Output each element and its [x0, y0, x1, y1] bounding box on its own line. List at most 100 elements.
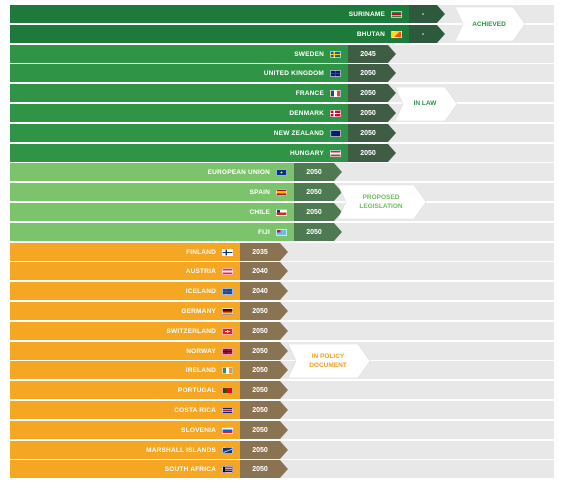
arrow-tip-icon — [280, 460, 288, 478]
target-year: 2050 — [348, 104, 388, 122]
germany-flag-icon — [222, 307, 233, 315]
target-year: 2050 — [348, 84, 388, 102]
country-name: SURINAME — [348, 10, 385, 18]
target-year: 2050 — [240, 401, 280, 419]
country-name: BHUTAN — [356, 30, 385, 38]
iceland-flag-icon — [222, 287, 233, 295]
nz-flag-icon — [330, 129, 341, 137]
arrow-tip-icon — [388, 45, 396, 63]
arrow-tip-icon — [334, 183, 342, 201]
arrow-tip-icon — [280, 441, 288, 459]
arrow-tip-icon — [280, 342, 288, 360]
portugal-flag-icon — [222, 386, 233, 394]
ireland-flag-icon — [222, 366, 233, 374]
arrow-tip-icon — [334, 223, 342, 241]
arrow-tip-icon — [280, 361, 288, 379]
country-bar: SLOVENIA — [10, 421, 240, 439]
arrow-tip-icon — [334, 203, 342, 221]
country-name: FINLAND — [186, 248, 216, 256]
country-bar: DENMARK — [10, 104, 348, 122]
country-name: MARSHALL ISLANDS — [146, 446, 216, 454]
arrow-tip-icon — [388, 104, 396, 122]
target-year: 2050 — [240, 441, 280, 459]
country-name: PORTUGAL — [177, 386, 216, 394]
country-name: COSTA RICA — [174, 406, 216, 414]
arrow-tip-icon — [388, 84, 396, 102]
country-bar: EUROPEAN UNION — [10, 163, 294, 181]
arrow-tip-icon — [280, 302, 288, 320]
arrow-tip-icon — [280, 381, 288, 399]
spain-flag-icon — [276, 188, 287, 196]
country-bar: FINLAND — [10, 243, 240, 261]
target-year: 2050 — [348, 64, 388, 82]
target-year: 2050 — [240, 342, 280, 360]
country-bar: SPAIN — [10, 183, 294, 201]
arrow-tip-icon — [388, 124, 396, 142]
country-bar: COSTA RICA — [10, 401, 240, 419]
arrow-tip-icon — [437, 25, 445, 43]
slovenia-flag-icon — [222, 426, 233, 434]
country-bar: AUSTRIA — [10, 262, 240, 280]
country-bar: NEW ZEALAND — [10, 124, 348, 142]
status-label-achieved: ACHIEVED — [472, 20, 506, 28]
arrow-tip-icon — [280, 262, 288, 280]
country-bar: IRELAND — [10, 361, 240, 379]
country-name: EUROPEAN UNION — [207, 168, 270, 176]
country-name: CHILE — [249, 208, 270, 216]
country-name: SPAIN — [249, 188, 270, 196]
arrow-tip-icon — [280, 322, 288, 340]
country-bar: CHILE — [10, 203, 294, 221]
target-year: 2050 — [240, 302, 280, 320]
hungary-flag-icon — [330, 149, 341, 157]
arrow-tip-icon — [280, 421, 288, 439]
target-year: 2045 — [348, 45, 388, 63]
uk-flag-icon — [330, 69, 341, 77]
country-bar: SWITZERLAND — [10, 322, 240, 340]
suriname-flag-icon — [391, 10, 402, 18]
country-name: FRANCE — [295, 89, 324, 97]
target-year: 2050 — [240, 421, 280, 439]
target-year: 2050 — [294, 163, 334, 181]
country-bar: SWEDEN — [10, 45, 348, 63]
target-year: 2050 — [294, 223, 334, 241]
switzerland-flag-icon — [222, 327, 233, 335]
target-year: 2040 — [240, 282, 280, 300]
country-bar: SOUTH AFRICA — [10, 460, 240, 478]
country-bar: GERMANY — [10, 302, 240, 320]
target-year: 2040 — [240, 262, 280, 280]
country-bar: PORTUGAL — [10, 381, 240, 399]
arrow-tip-icon — [388, 144, 396, 162]
arrow-tip-icon — [388, 64, 396, 82]
country-bar: HUNGARY — [10, 144, 348, 162]
country-name: DENMARK — [289, 109, 324, 117]
status-label-legislation: PROPOSED LEGISLATION — [359, 194, 403, 210]
country-bar: SURINAME — [10, 5, 409, 23]
country-name: SWITZERLAND — [166, 327, 216, 335]
finland-flag-icon — [222, 248, 233, 256]
arrow-tip-icon — [334, 163, 342, 181]
arrow-tip-icon — [280, 282, 288, 300]
marshall-flag-icon — [222, 446, 233, 454]
target-year: 2050 — [240, 381, 280, 399]
country-name: SWEDEN — [294, 50, 324, 58]
country-bar: ICELAND — [10, 282, 240, 300]
status-label-policy: IN POLICY DOCUMENT — [309, 352, 347, 369]
status-label-law: IN LAW — [413, 100, 437, 107]
country-bar: NORWAY — [10, 342, 240, 360]
country-bar: MARSHALL ISLANDS — [10, 441, 240, 459]
country-name: NEW ZEALAND — [273, 129, 324, 137]
country-name: SOUTH AFRICA — [164, 465, 216, 473]
arrow-tip-icon — [280, 401, 288, 419]
target-year: 2050 — [294, 183, 334, 201]
chile-flag-icon — [276, 208, 287, 216]
target-year: - — [409, 25, 437, 43]
austria-flag-icon — [222, 267, 233, 275]
country-name: HUNGARY — [289, 149, 324, 157]
norway-flag-icon — [222, 347, 233, 355]
country-name: ICELAND — [185, 287, 216, 295]
target-year: - — [409, 5, 437, 23]
target-year: 2050 — [240, 460, 280, 478]
bhutan-flag-icon — [391, 30, 402, 38]
country-name: IRELAND — [185, 366, 216, 374]
denmark-flag-icon — [330, 109, 341, 117]
